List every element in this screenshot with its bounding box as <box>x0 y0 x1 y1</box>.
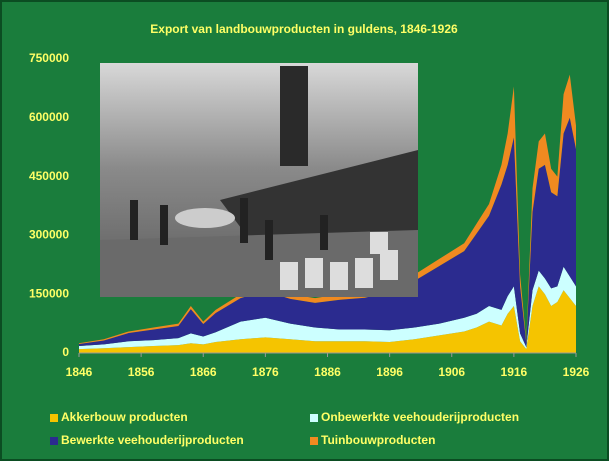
y-tick-label: 150000 <box>29 286 69 300</box>
legend-label: Bewerkte veehouderijproducten <box>61 433 244 447</box>
y-tick-label: 300000 <box>29 228 69 242</box>
x-tick-label: 1916 <box>501 365 528 379</box>
x-tick-label: 1846 <box>66 365 93 379</box>
legend-swatch <box>50 437 58 445</box>
y-tick-label: 0 <box>62 345 69 359</box>
area <box>79 117 576 348</box>
y-tick-label: 450000 <box>29 169 69 183</box>
area <box>79 266 576 350</box>
legend-label: Onbewerkte veehouderijproducten <box>321 410 519 424</box>
plot-area <box>79 74 576 353</box>
x-tick-label: 1926 <box>563 365 590 379</box>
x-tick-label: 1906 <box>438 365 465 379</box>
legend-swatch <box>310 437 318 445</box>
area <box>79 286 576 353</box>
x-tick-label: 1856 <box>128 365 155 379</box>
x-tick-label: 1876 <box>252 365 279 379</box>
y-tick-label: 600000 <box>29 110 69 124</box>
legend-swatch <box>310 414 318 422</box>
x-tick-label: 1886 <box>314 365 341 379</box>
legend-label: Tuinbouwproducten <box>321 433 435 447</box>
legend-label: Akkerbouw producten <box>61 410 188 424</box>
chart-title: Export van landbouwproducten in guldens,… <box>150 22 458 36</box>
legend-swatch <box>50 414 58 422</box>
x-tick-label: 1896 <box>376 365 403 379</box>
photo <box>100 63 418 297</box>
y-tick-label: 750000 <box>29 51 69 65</box>
x-tick-label: 1866 <box>190 365 217 379</box>
